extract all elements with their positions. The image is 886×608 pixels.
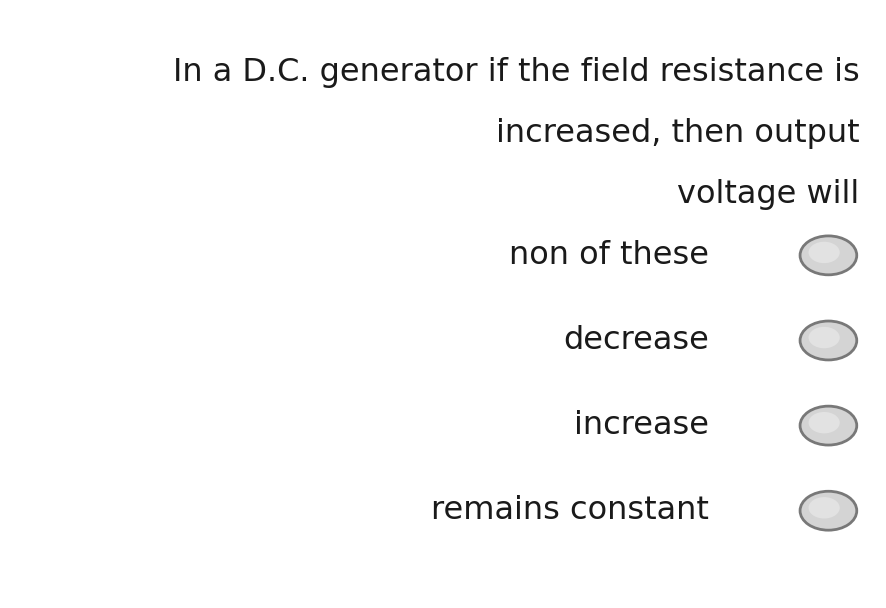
Text: In a D.C. generator if the field resistance is: In a D.C. generator if the field resista… [173, 58, 859, 88]
Circle shape [809, 242, 840, 263]
Text: increase: increase [574, 410, 709, 441]
Text: increased, then output: increased, then output [496, 119, 859, 149]
Circle shape [800, 491, 857, 530]
Circle shape [800, 406, 857, 445]
Circle shape [800, 321, 857, 360]
Text: non of these: non of these [509, 240, 709, 271]
Circle shape [809, 412, 840, 434]
Text: voltage will: voltage will [677, 179, 859, 210]
Circle shape [800, 236, 857, 275]
Circle shape [809, 327, 840, 348]
Circle shape [809, 497, 840, 519]
Text: remains constant: remains constant [431, 496, 709, 526]
Text: decrease: decrease [563, 325, 709, 356]
